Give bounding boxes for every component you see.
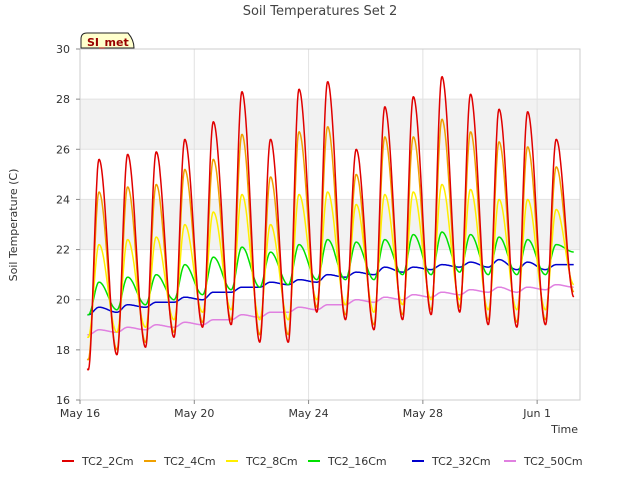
y-tick-label: 18 bbox=[56, 344, 70, 357]
series-layer bbox=[86, 75, 575, 371]
x-tick-label: May 16 bbox=[60, 407, 100, 420]
y-tick-label: 28 bbox=[56, 93, 70, 106]
x-tick-label: May 28 bbox=[403, 407, 443, 420]
legend-label: TC2_4Cm bbox=[163, 455, 216, 468]
legend-item: TC2_2Cm bbox=[62, 455, 134, 468]
x-tick-label: Jun 1 bbox=[522, 407, 551, 420]
legend-item: TC2_16Cm bbox=[308, 455, 387, 468]
y-axis-ticks: 16 18 20 22 24 26 28 30 bbox=[56, 43, 80, 407]
plot-frame bbox=[79, 48, 581, 401]
y-tick-label: 16 bbox=[56, 394, 70, 407]
legend-label: TC2_16Cm bbox=[327, 455, 387, 468]
legend-item: TC2_32Cm bbox=[412, 455, 491, 468]
legend: TC2_2Cm TC2_4Cm TC2_8Cm TC2_16Cm TC2_32Cm TC2… bbox=[62, 455, 583, 468]
grid-band bbox=[80, 99, 580, 150]
y-tick-label: 26 bbox=[56, 143, 70, 156]
legend-label: TC2_32Cm bbox=[431, 455, 491, 468]
y-tick-label: 24 bbox=[56, 193, 70, 206]
x-axis-ticks: May 16 May 20 May 24 May 28 Jun 1 bbox=[60, 400, 551, 420]
y-axis-label: Soil Temperature (C) bbox=[7, 169, 20, 282]
legend-label: TC2_50Cm bbox=[523, 455, 583, 468]
site-label-badge: SI_met bbox=[80, 32, 135, 49]
legend-label: TC2_2Cm bbox=[81, 455, 134, 468]
legend-label: TC2_8Cm bbox=[245, 455, 298, 468]
site-label: SI_met bbox=[87, 36, 129, 49]
legend-item: TC2_4Cm bbox=[144, 455, 216, 468]
legend-item: TC2_50Cm bbox=[504, 455, 583, 468]
legend-item: TC2_8Cm bbox=[226, 455, 298, 468]
y-tick-label: 20 bbox=[56, 294, 70, 307]
y-tick-label: 30 bbox=[56, 43, 70, 56]
x-tick-label: May 20 bbox=[174, 407, 214, 420]
chart-title: Soil Temperatures Set 2 bbox=[243, 4, 398, 19]
series-line-tc2-2cm bbox=[86, 75, 575, 371]
series-line-tc2-50cm bbox=[87, 283, 574, 336]
site-label-box bbox=[80, 32, 135, 49]
x-tick-label: May 24 bbox=[288, 407, 328, 420]
y-tick-label: 22 bbox=[56, 244, 70, 257]
x-axis-label: Time bbox=[550, 423, 578, 436]
grid-band bbox=[80, 299, 580, 350]
